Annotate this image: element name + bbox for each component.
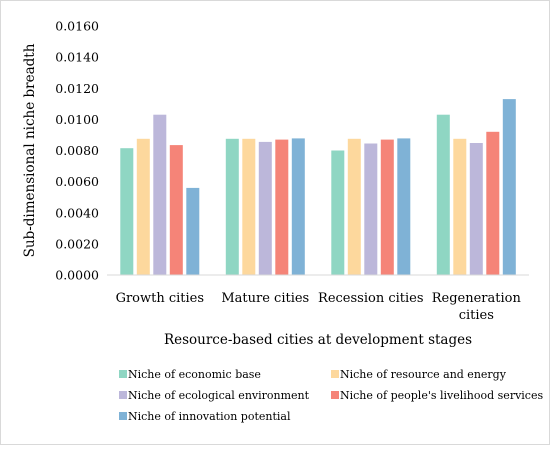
bar	[186, 187, 200, 275]
y-axis-ticks: 0.0000 0.0020 0.0040 0.0060 0.0080 0.0100 0.01…	[55, 19, 99, 283]
bar	[120, 148, 134, 275]
bar	[331, 150, 345, 275]
legend-item: Niche of economic base	[119, 368, 261, 381]
legend-swatch	[331, 370, 339, 378]
legend-swatch	[331, 391, 339, 399]
x-category-label: Recession cities	[318, 291, 423, 306]
bar	[380, 139, 394, 275]
y-tick-label: 0.0020	[55, 236, 99, 251]
y-tick-label: 0.0100	[55, 112, 99, 127]
legend: Niche of economic base Niche of resource …	[119, 368, 543, 423]
bar	[242, 138, 256, 275]
bar	[291, 138, 305, 275]
legend-item: Niche of people's livelihood services	[331, 389, 543, 402]
bars	[120, 99, 516, 275]
legend-item: Niche of ecological environment	[119, 389, 310, 402]
legend-swatch	[119, 391, 127, 399]
legend-label: Niche of economic base	[128, 368, 261, 381]
y-tick-label: 0.0140	[55, 50, 99, 65]
legend-label: Niche of people's livelihood services	[340, 389, 543, 402]
bar	[436, 114, 450, 275]
bar	[469, 143, 483, 275]
y-tick-label: 0.0040	[55, 205, 99, 220]
bar	[347, 138, 361, 275]
bar	[486, 131, 500, 275]
y-tick-label: 0.0000	[55, 268, 99, 283]
legend-item: Niche of innovation potential	[119, 410, 291, 423]
bar	[397, 138, 411, 275]
legend-swatch	[119, 370, 127, 378]
bar	[453, 138, 467, 275]
bar	[275, 139, 289, 275]
x-category-label: Growth cities	[116, 291, 204, 306]
bar	[502, 99, 516, 275]
x-category-label: Regeneration	[432, 291, 522, 306]
legend-label: Niche of ecological environment	[128, 389, 310, 402]
legend-item: Niche of resource and energy	[331, 368, 507, 381]
category-labels: Growth cities Mature cities Recession citi…	[116, 291, 522, 323]
y-tick-label: 0.0080	[55, 143, 99, 158]
legend-swatch	[119, 412, 127, 420]
legend-label: Niche of resource and energy	[340, 368, 507, 381]
legend-label: Niche of innovation potential	[128, 410, 291, 423]
bar	[136, 138, 150, 275]
x-axis-title: Resource-based cities at development sta…	[164, 332, 472, 348]
bar	[364, 143, 378, 275]
y-axis-title: Sub-dimensional niche breadth	[22, 43, 38, 257]
bar	[169, 145, 183, 275]
bar	[225, 138, 239, 275]
y-tick-label: 0.0120	[55, 81, 99, 96]
y-tick-label: 0.0160	[55, 19, 99, 34]
bar	[258, 141, 272, 275]
x-category-label: cities	[459, 308, 494, 323]
bar	[153, 114, 167, 275]
y-tick-label: 0.0060	[55, 174, 99, 189]
x-category-label: Mature cities	[221, 291, 309, 306]
